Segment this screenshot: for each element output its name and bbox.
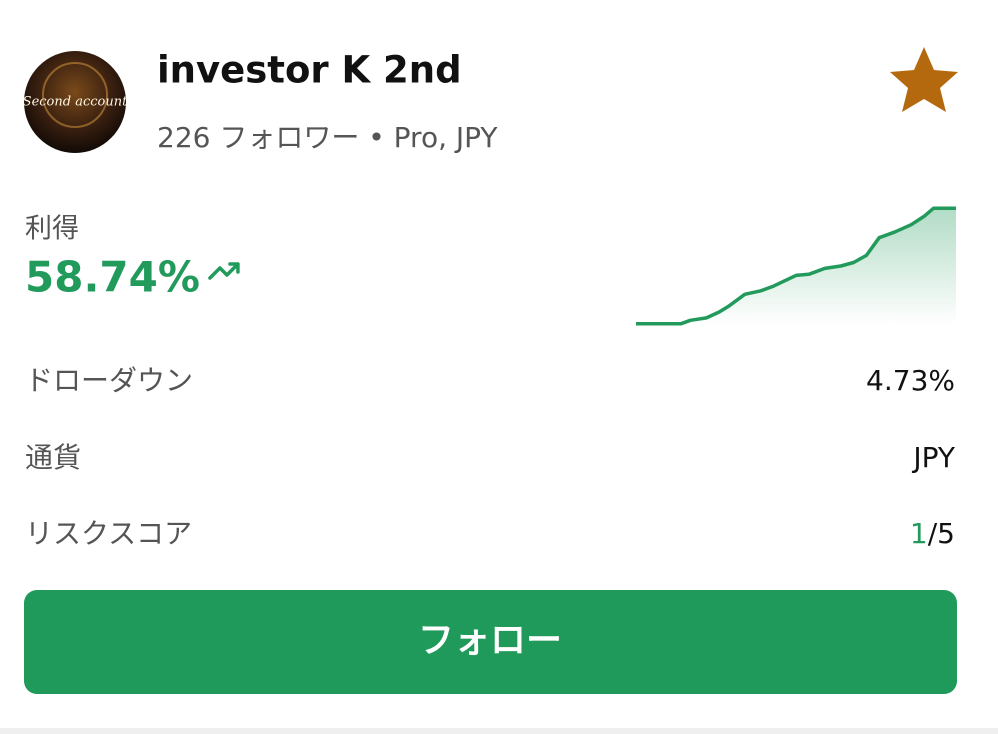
risk-label: リスクスコア: [25, 517, 192, 550]
risk-max: /5: [928, 517, 955, 550]
sparkline-area: [636, 208, 956, 325]
trader-subtitle: 226 フォロワー • Pro, JPY: [157, 121, 498, 154]
follow-button-bg: [24, 590, 957, 694]
follow-button-label: フォロー: [418, 620, 562, 661]
risk-value: 1/5: [910, 517, 955, 550]
divider: [0, 728, 998, 734]
risk-score: 1: [910, 517, 928, 550]
drawdown-label: ドローダウン: [25, 364, 193, 397]
trader-name[interactable]: investor K 2nd: [157, 49, 462, 92]
profit-label: 利得: [25, 214, 79, 245]
profit-value: 58.74%: [25, 253, 200, 302]
follow-button[interactable]: フォロー: [24, 590, 957, 694]
sparkline: [636, 206, 956, 326]
currency-label: 通貨: [25, 441, 81, 474]
currency-value: JPY: [911, 441, 956, 474]
sparkline-line: [636, 206, 956, 326]
drawdown-value: 4.73%: [866, 364, 955, 397]
avatar-clock: [42, 62, 108, 128]
avatar[interactable]: Second account: [23, 51, 128, 153]
avatar-text: Second account: [23, 95, 128, 110]
favorite-star[interactable]: [890, 47, 958, 112]
trend-icon: [208, 262, 240, 280]
